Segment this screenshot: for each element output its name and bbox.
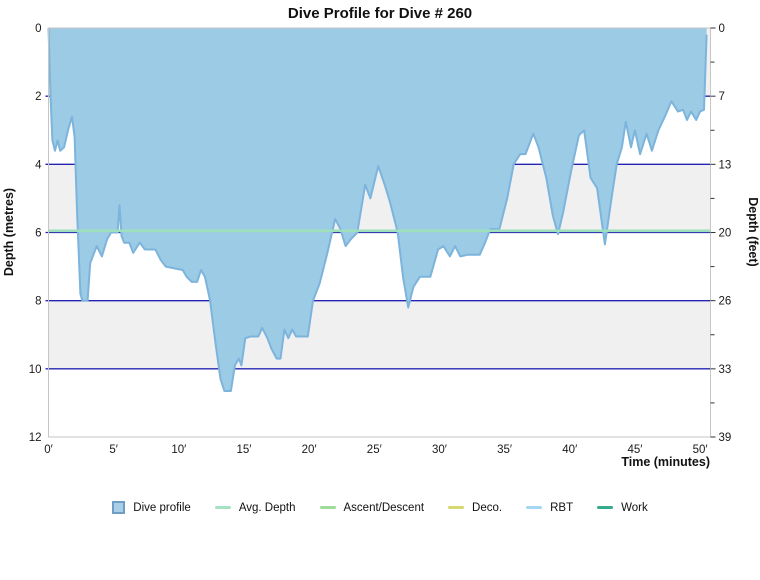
y-left-tick-label: 6 bbox=[35, 228, 41, 240]
y-right-tick-label: 33 bbox=[719, 364, 732, 376]
y-right-tick-label: 0 bbox=[719, 23, 725, 35]
chart-title: Dive Profile for Dive # 260 bbox=[288, 5, 472, 22]
y-left-axis-title: Depth (metres) bbox=[2, 188, 16, 276]
legend-label: RBT bbox=[550, 501, 574, 514]
y-left-tick-label: 0 bbox=[35, 23, 41, 35]
x-tick-label: 10′ bbox=[171, 444, 186, 456]
y-left-tick-label: 4 bbox=[35, 159, 42, 171]
x-axis-title: Time (minutes) bbox=[621, 455, 710, 469]
dive-profile-area bbox=[47, 27, 708, 392]
dive-profile-fill bbox=[48, 28, 707, 391]
legend-item-dive-profile: Dive profile bbox=[112, 501, 191, 514]
legend-line-swatch bbox=[597, 506, 614, 509]
x-tick-label: 0′ bbox=[44, 444, 53, 456]
x-tick-label: 20′ bbox=[302, 444, 317, 456]
legend-label: Deco. bbox=[472, 501, 503, 514]
y-right-tick-label: 7 bbox=[719, 91, 725, 103]
y-right-tick-label: 26 bbox=[719, 296, 732, 308]
axis-ticks bbox=[710, 27, 716, 438]
legend-line-swatch bbox=[319, 506, 336, 509]
y-left-tick-label: 10 bbox=[29, 364, 42, 376]
y-left-tick-label: 2 bbox=[35, 91, 41, 103]
legend-line-swatch bbox=[526, 506, 543, 509]
legend-label: Avg. Depth bbox=[238, 501, 296, 514]
legend-area-swatch bbox=[112, 501, 126, 514]
x-tick-label: 50′ bbox=[693, 444, 708, 456]
y-right-axis-title: Depth (feet) bbox=[746, 197, 760, 266]
x-tick-label: 30′ bbox=[432, 444, 447, 456]
band-gray bbox=[48, 300, 711, 369]
dive-profile-line bbox=[47, 27, 708, 392]
y-right-tick-label: 39 bbox=[719, 432, 732, 444]
legend-line-swatch bbox=[214, 506, 231, 509]
x-tick-label: 40′ bbox=[562, 444, 577, 456]
x-tick-label: 35′ bbox=[497, 444, 512, 456]
y-left-tick-label: 8 bbox=[35, 296, 41, 308]
x-tick-label: 25′ bbox=[367, 444, 382, 456]
y-left-tick-label: 12 bbox=[29, 432, 42, 444]
y-right-tick-label: 20 bbox=[719, 228, 732, 240]
x-tick-label: 5′ bbox=[109, 444, 118, 456]
legend-item-avg-depth: Avg. Depth bbox=[214, 501, 296, 514]
legend-item-ascent-descent: Ascent/Descent bbox=[319, 501, 425, 514]
legend-item-rbt: RBT bbox=[526, 502, 573, 514]
x-tick-label: 15′ bbox=[236, 444, 251, 456]
legend-label: Work bbox=[621, 501, 648, 514]
legend-item-deco: Deco. bbox=[448, 502, 502, 514]
legend-label: Ascent/Descent bbox=[343, 501, 425, 514]
legend-line-swatch bbox=[448, 506, 465, 509]
axis-tick-labels: 0 2 4 6 8 10 12 0 7 13 20 26 33 39 0′ 5′ 10′ 15′ 20′ 25′ 30′… bbox=[29, 23, 732, 456]
dive-profile-chart: 0 2 4 6 8 10 12 0 7 13 20 26 33 39 0′ 5′ 10′ 15′ 20′ 25′ 30′… bbox=[2, 5, 760, 469]
y-right-tick-label: 13 bbox=[719, 159, 732, 171]
x-tick-label: 45′ bbox=[627, 444, 642, 456]
legend-item-work: Work bbox=[597, 502, 648, 514]
chart-legend: Dive profile Avg. Depth Ascent/Descent Deco… bbox=[0, 501, 760, 514]
legend-label: Dive profile bbox=[133, 501, 191, 514]
